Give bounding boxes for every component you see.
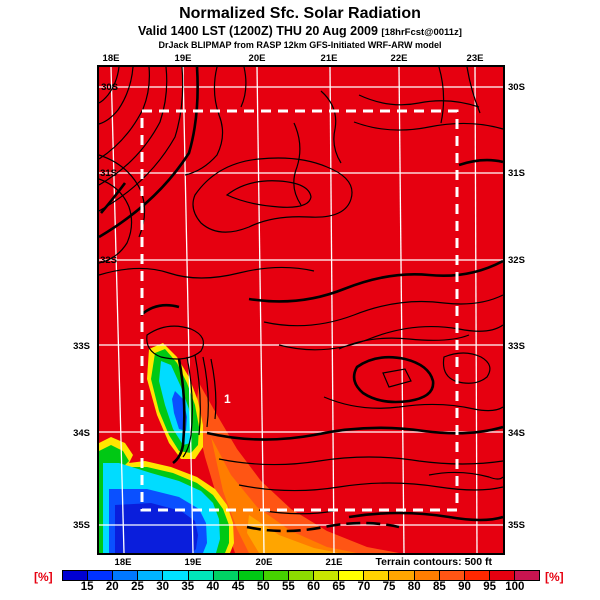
colorbar-segment — [138, 571, 164, 580]
colorbar-tick-label: 30 — [156, 581, 170, 593]
colorbar-segment — [63, 571, 89, 580]
colorbar-tick-label: 25 — [131, 581, 144, 593]
top-axis-label: 23E — [466, 53, 484, 64]
right-axis-label: 35S — [508, 520, 525, 531]
colorbar-segment — [238, 571, 264, 580]
site-marker-label: 1 — [224, 392, 231, 406]
colorbar-tick-label: 90 — [458, 581, 471, 593]
top-axis-label: 19E — [174, 53, 192, 64]
map-svg: 1 — [99, 67, 503, 553]
header: Normalized Sfc. Solar Radiation Valid 14… — [0, 5, 600, 51]
left-axis-label: 32S — [100, 255, 117, 266]
colorbar-tick-label: 45 — [231, 581, 245, 593]
colorbar-tick-label: 75 — [382, 581, 396, 593]
colorbar-tick-label: 60 — [307, 581, 320, 593]
colorbar-tick-label: 80 — [407, 581, 421, 593]
top-axis-label: 18E — [102, 53, 120, 64]
colorbar-segment — [389, 571, 415, 580]
colorbar-tick-label: 85 — [432, 581, 446, 593]
right-axis-label: 31S — [508, 168, 525, 179]
right-axis-label: 32S — [508, 255, 525, 266]
valid-time-line: Valid 1400 LST (1200Z) THU 20 Aug 2009 [… — [0, 24, 600, 39]
colorbar-segment — [314, 571, 340, 580]
left-axis-label: 30S — [101, 82, 118, 93]
colorbar-segment — [113, 571, 139, 580]
colorbar-tick-label: 35 — [181, 581, 195, 593]
colorbar-tick-label: 40 — [206, 581, 220, 593]
left-axis-label: 35S — [73, 520, 90, 531]
colorbar-segment — [188, 571, 214, 580]
model-attribution: DrJack BLIPMAP from RASP 12km GFS-Initia… — [158, 40, 442, 51]
terrain-note: Terrain contours: 500 ft — [375, 556, 493, 568]
bottom-axis-label: 20E — [255, 557, 273, 568]
bottom-axis-label: 21E — [325, 557, 343, 568]
map-canvas: 1 — [97, 65, 505, 555]
colorbar-tick-label: 70 — [357, 581, 371, 593]
colorbar-segment — [414, 571, 440, 580]
colorbar-unit-right: [%] — [545, 570, 564, 584]
colorbar-segment — [339, 571, 365, 580]
left-axis-label: 31S — [100, 168, 117, 179]
colorbar-tick-label: 20 — [105, 581, 119, 593]
colorbar-segment — [514, 571, 540, 580]
colorbar-tick-label: 55 — [282, 581, 295, 593]
colorbar-segment — [489, 571, 515, 580]
colorbar — [62, 570, 540, 581]
colorbar-tick-label: 100 — [505, 581, 525, 593]
colorbar-segment — [213, 571, 239, 580]
left-axis-label: 33S — [73, 341, 90, 352]
colorbar-segment — [88, 571, 114, 580]
domain-box — [140, 109, 459, 512]
top-axis-label: 22E — [390, 53, 408, 64]
colorbar-unit-left: [%] — [34, 570, 53, 584]
colorbar-tick-label: 15 — [80, 581, 94, 593]
right-axis-label: 30S — [508, 82, 525, 93]
valid-time-text: Valid 1400 LST (1200Z) THU 20 Aug 2009 — [138, 24, 378, 39]
colorbar-segment — [439, 571, 465, 580]
top-axis-label: 21E — [320, 53, 338, 64]
colorbar-segment — [263, 571, 289, 580]
colorbar-tick-label: 65 — [332, 581, 346, 593]
colorbar-segment — [364, 571, 390, 580]
top-axis-label: 20E — [248, 53, 266, 64]
bottom-axis-label: 18E — [114, 557, 132, 568]
colorbar-tick-label: 50 — [256, 581, 270, 593]
page-title: Normalized Sfc. Solar Radiation — [179, 5, 421, 22]
colorbar-segment — [464, 571, 490, 580]
forecast-tag: [18hrFcst@0011z] — [381, 27, 462, 39]
bottom-axis-label: 19E — [184, 557, 202, 568]
colorbar-segment — [163, 571, 189, 580]
left-axis-label: 34S — [73, 428, 90, 439]
colorbar-tick-label: 95 — [483, 581, 497, 593]
right-axis-label: 34S — [508, 428, 525, 439]
right-axis-label: 33S — [508, 341, 525, 352]
terrain-contours — [99, 67, 503, 533]
colorbar-segment — [288, 571, 315, 580]
